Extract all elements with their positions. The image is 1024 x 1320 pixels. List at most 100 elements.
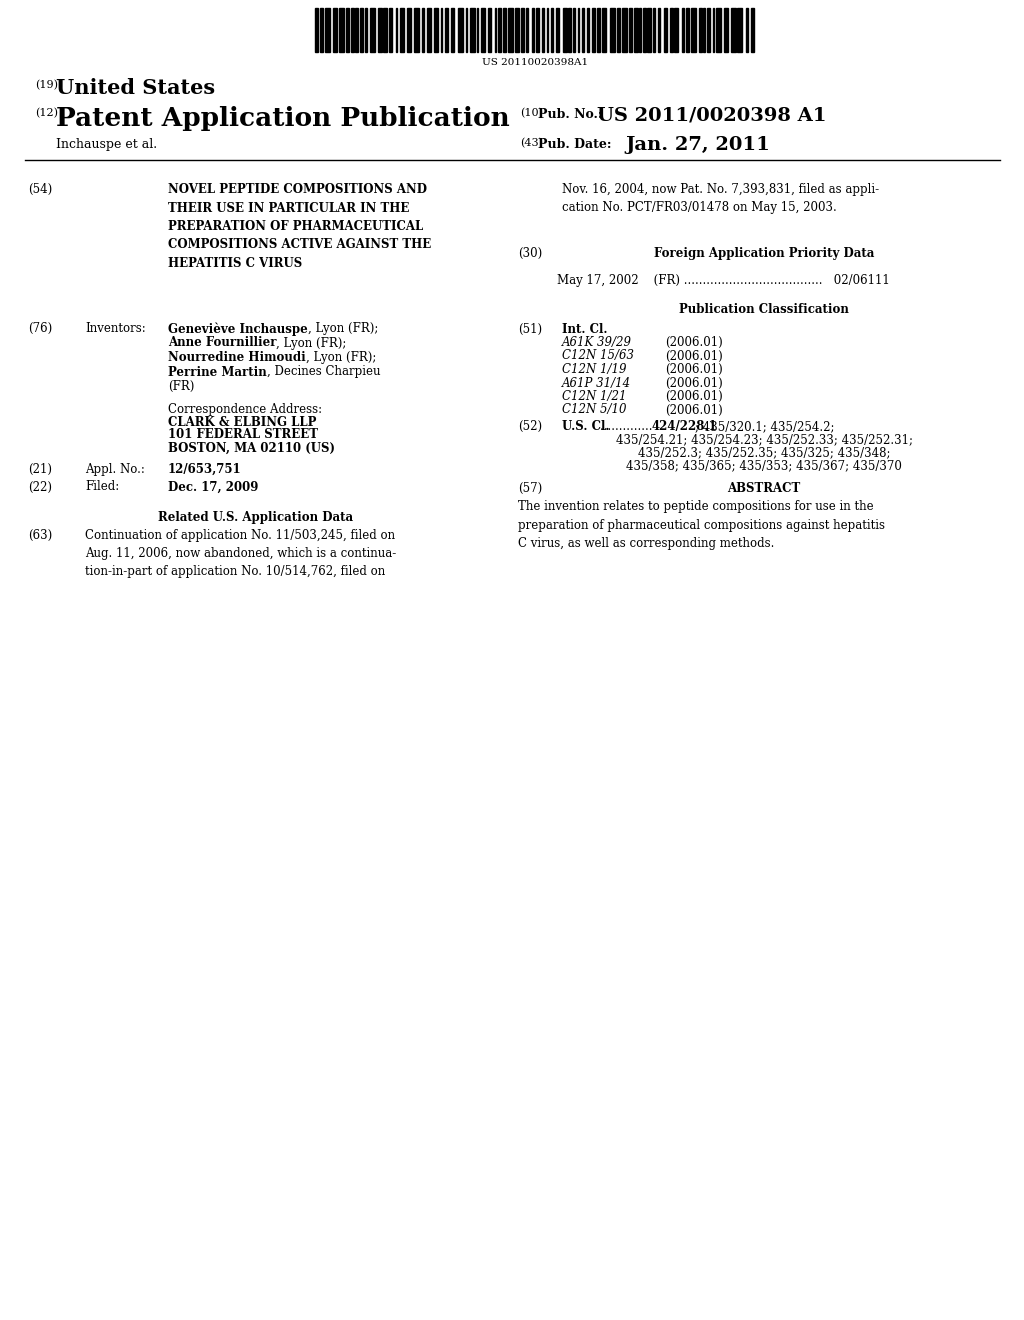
Bar xyxy=(698,8,701,51)
Bar xyxy=(470,8,475,51)
Bar xyxy=(383,8,387,51)
Text: Pub. Date:: Pub. Date: xyxy=(538,139,611,150)
Bar xyxy=(703,8,705,51)
Bar xyxy=(670,8,673,51)
Text: (54): (54) xyxy=(28,183,52,195)
Text: BOSTON, MA 02110 (US): BOSTON, MA 02110 (US) xyxy=(168,441,335,454)
Text: 101 FEDERAL STREET: 101 FEDERAL STREET xyxy=(168,429,318,441)
Bar xyxy=(495,8,496,51)
Text: C12N 15/63: C12N 15/63 xyxy=(562,350,634,363)
Text: (2006.01): (2006.01) xyxy=(665,337,723,348)
Text: (2006.01): (2006.01) xyxy=(665,389,723,403)
Text: Publication Classification: Publication Classification xyxy=(679,304,849,315)
Bar xyxy=(521,8,524,51)
Bar xyxy=(745,8,748,51)
Text: (63): (63) xyxy=(28,528,52,541)
Bar xyxy=(407,8,411,51)
Bar xyxy=(515,8,519,51)
Bar xyxy=(634,8,638,51)
Text: , Decines Charpieu: , Decines Charpieu xyxy=(266,366,380,379)
Bar xyxy=(345,8,348,51)
Text: , Lyon (FR);: , Lyon (FR); xyxy=(276,337,347,350)
Text: Geneviève Inchauspe: Geneviève Inchauspe xyxy=(168,322,308,335)
Bar xyxy=(573,8,574,51)
Bar xyxy=(395,8,397,51)
Bar xyxy=(751,8,754,51)
Text: Inventors:: Inventors: xyxy=(85,322,145,335)
Bar xyxy=(707,8,710,51)
Bar xyxy=(587,8,589,51)
Bar xyxy=(359,8,362,51)
Bar xyxy=(350,8,353,51)
Bar xyxy=(458,8,463,51)
Text: 424/228.1: 424/228.1 xyxy=(652,420,718,433)
Text: Perrine Martin: Perrine Martin xyxy=(168,366,266,379)
Bar xyxy=(691,8,696,51)
Bar xyxy=(562,8,566,51)
Bar xyxy=(355,8,357,51)
Text: A61K 39/29: A61K 39/29 xyxy=(562,337,632,348)
Bar xyxy=(597,8,599,51)
Text: Filed:: Filed: xyxy=(85,480,119,494)
Bar xyxy=(609,8,614,51)
Bar xyxy=(622,8,627,51)
Text: (21): (21) xyxy=(28,462,52,475)
Bar xyxy=(724,8,728,51)
Text: US 20110020398A1: US 20110020398A1 xyxy=(482,58,588,67)
Bar xyxy=(339,8,343,51)
Text: (2006.01): (2006.01) xyxy=(665,350,723,363)
Text: (19): (19) xyxy=(35,81,58,90)
Text: ..............: .............. xyxy=(600,420,656,433)
Text: C12N 1/21: C12N 1/21 xyxy=(562,389,627,403)
Bar xyxy=(582,8,584,51)
Bar xyxy=(476,8,478,51)
Text: Dec. 17, 2009: Dec. 17, 2009 xyxy=(168,480,258,494)
Bar xyxy=(602,8,606,51)
Text: (FR): (FR) xyxy=(168,380,195,393)
Text: (43): (43) xyxy=(520,139,543,148)
Bar xyxy=(325,8,330,51)
Bar xyxy=(319,8,323,51)
Bar xyxy=(592,8,595,51)
Text: ; 435/320.1; 435/254.2;: ; 435/320.1; 435/254.2; xyxy=(695,420,835,433)
Text: Foreign Application Priority Data: Foreign Application Priority Data xyxy=(653,247,874,260)
Bar xyxy=(440,8,442,51)
Text: Nov. 16, 2004, now Pat. No. 7,393,831, filed as appli-
cation No. PCT/FR03/01478: Nov. 16, 2004, now Pat. No. 7,393,831, f… xyxy=(562,183,880,214)
Bar xyxy=(365,8,367,51)
Text: (52): (52) xyxy=(518,420,542,433)
Text: Anne Fournillier: Anne Fournillier xyxy=(168,337,276,350)
Text: 435/252.3; 435/252.35; 435/325; 435/348;: 435/252.3; 435/252.35; 435/325; 435/348; xyxy=(638,446,890,459)
Text: Int. Cl.: Int. Cl. xyxy=(562,323,607,337)
Text: US 2011/0020398 A1: US 2011/0020398 A1 xyxy=(597,106,826,124)
Bar xyxy=(737,8,742,51)
Text: Jan. 27, 2011: Jan. 27, 2011 xyxy=(625,136,770,154)
Bar xyxy=(713,8,714,51)
Text: C12N 5/10: C12N 5/10 xyxy=(562,404,627,417)
Text: (30): (30) xyxy=(518,247,543,260)
Bar xyxy=(481,8,485,51)
Text: , Lyon (FR);: , Lyon (FR); xyxy=(306,351,376,364)
Bar xyxy=(503,8,506,51)
Text: CLARK & ELBING LLP: CLARK & ELBING LLP xyxy=(168,416,316,429)
Text: Inchauspe et al.: Inchauspe et al. xyxy=(56,139,157,150)
Text: (10): (10) xyxy=(520,108,543,119)
Text: (51): (51) xyxy=(518,323,542,337)
Bar xyxy=(674,8,678,51)
Text: Appl. No.:: Appl. No.: xyxy=(85,462,144,475)
Text: 435/254.21; 435/254.23; 435/252.33; 435/252.31;: 435/254.21; 435/254.23; 435/252.33; 435/… xyxy=(615,433,912,446)
Bar xyxy=(444,8,449,51)
Text: 12/653,751: 12/653,751 xyxy=(168,462,242,475)
Text: (2006.01): (2006.01) xyxy=(665,363,723,376)
Bar xyxy=(536,8,539,51)
Text: The invention relates to peptide compositions for use in the
preparation of phar: The invention relates to peptide composi… xyxy=(518,500,885,550)
Bar xyxy=(498,8,501,51)
Bar xyxy=(433,8,437,51)
Bar xyxy=(547,8,548,51)
Bar xyxy=(629,8,632,51)
Bar xyxy=(643,8,645,51)
Text: (2006.01): (2006.01) xyxy=(665,404,723,417)
Text: Correspondence Address:: Correspondence Address: xyxy=(168,403,323,416)
Bar xyxy=(422,8,424,51)
Text: Nourredine Himoudi: Nourredine Himoudi xyxy=(168,351,306,364)
Text: C12N 1/19: C12N 1/19 xyxy=(562,363,627,376)
